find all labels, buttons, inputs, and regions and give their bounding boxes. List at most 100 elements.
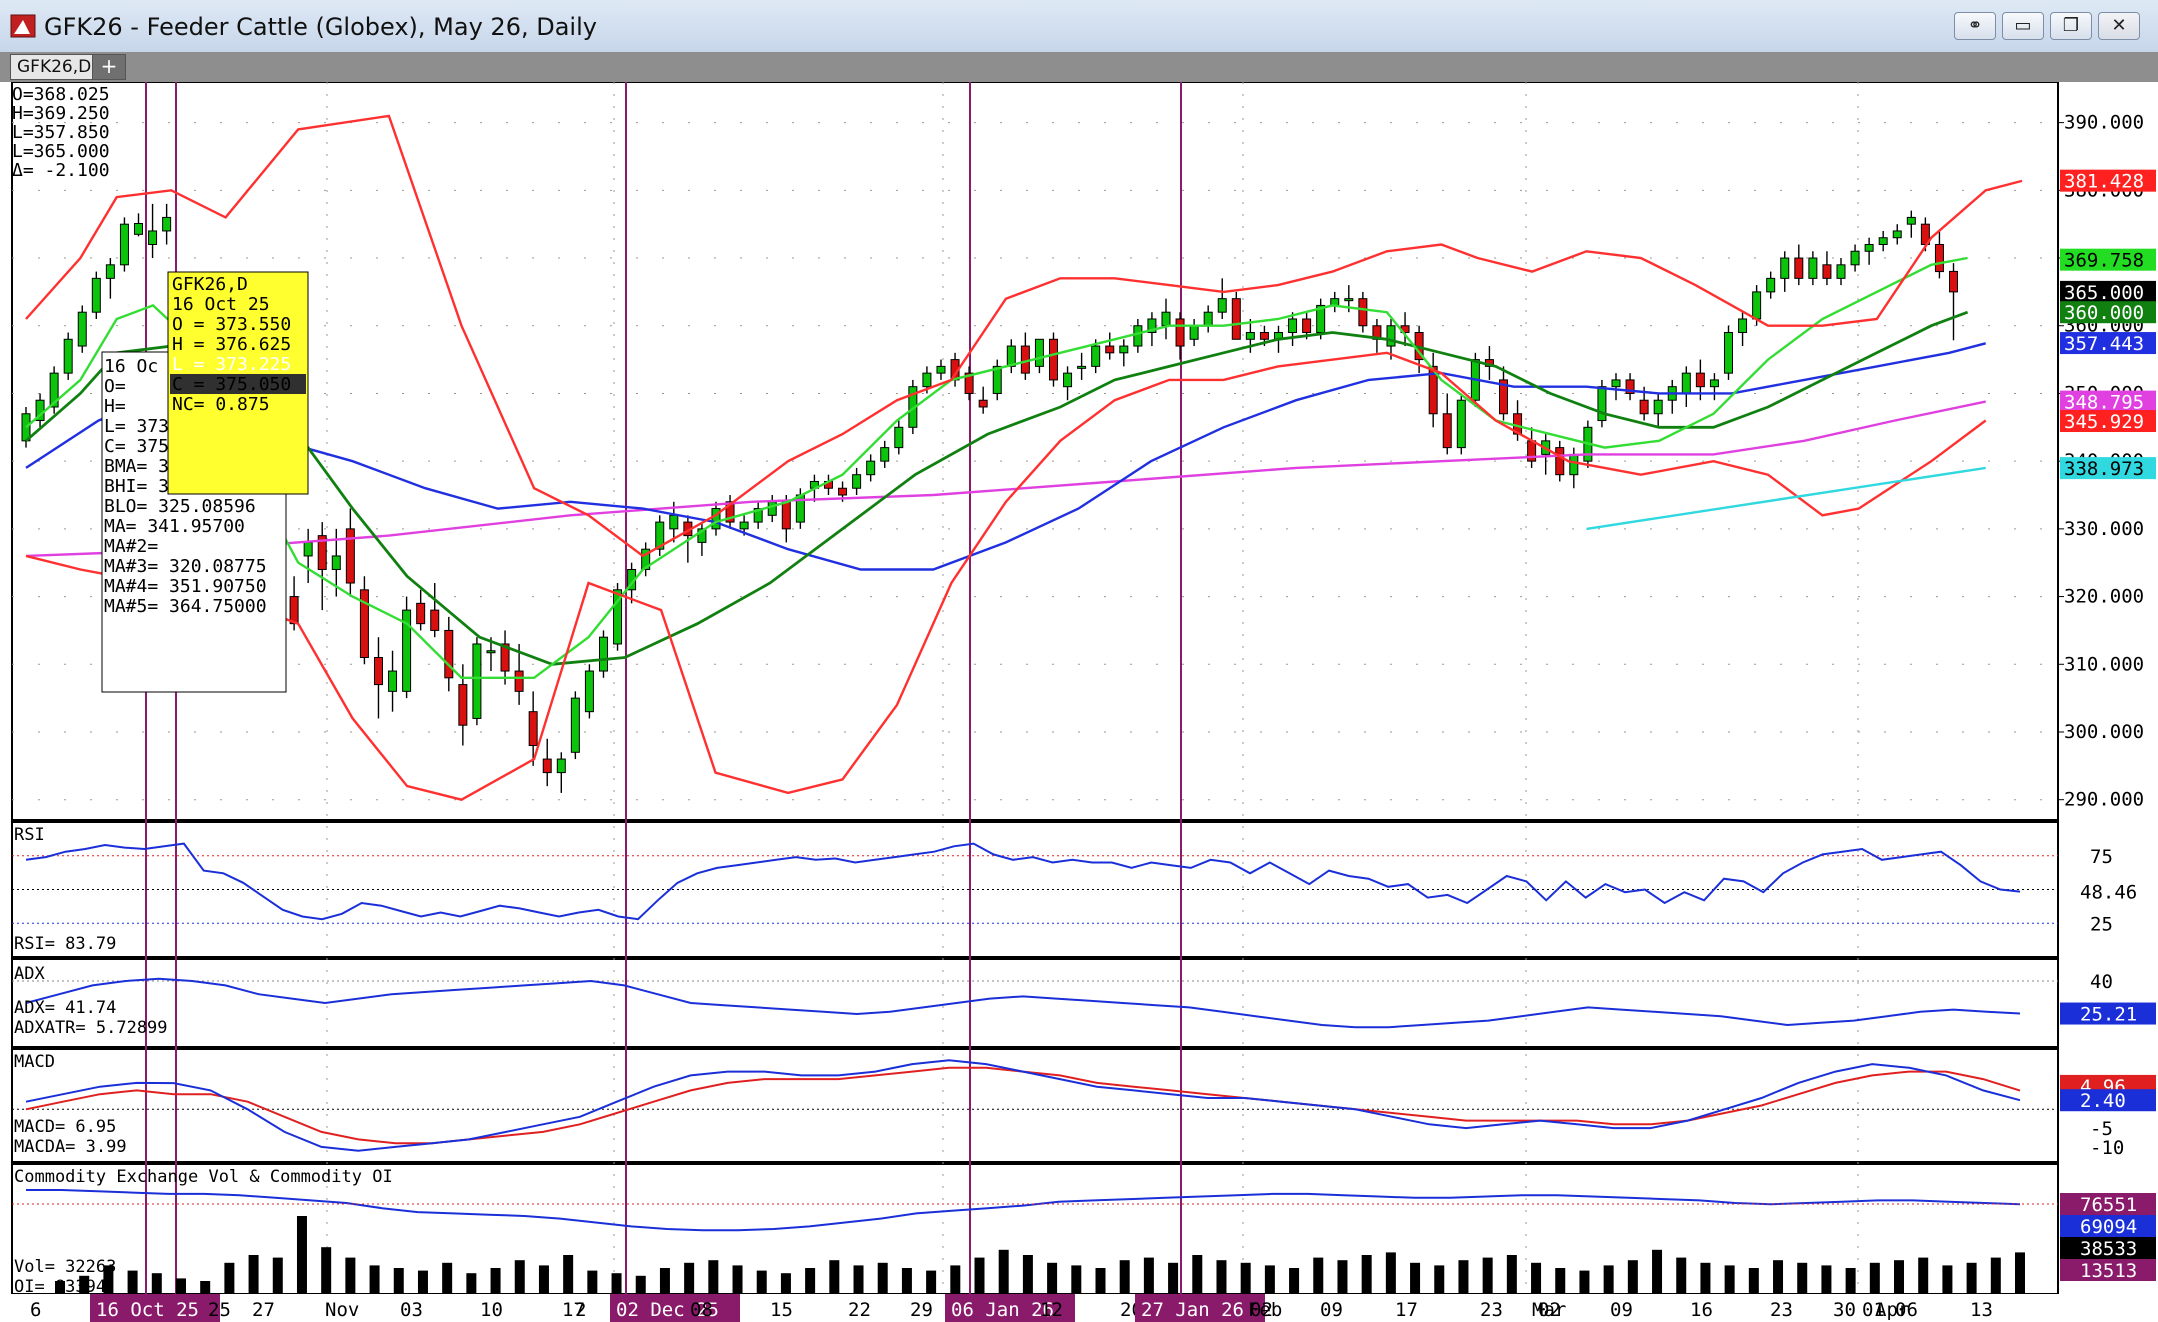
maximize-button[interactable]: ❐: [2050, 12, 2092, 40]
price-badge-label: 357.443: [2064, 333, 2144, 355]
date-label: 2: [575, 1299, 586, 1321]
candle-body: [1723, 332, 1733, 374]
ma-short-line: [25, 256, 1968, 679]
volume-bar: [1168, 1262, 1179, 1294]
macd-readout: MACD= 6.95: [14, 1117, 116, 1137]
date-label: 6: [30, 1299, 41, 1321]
volume-bar: [1894, 1260, 1905, 1294]
volume-bar: [950, 1265, 961, 1294]
volume-bar: [224, 1262, 235, 1294]
candle-body: [1611, 379, 1621, 388]
candle-body: [1625, 379, 1635, 394]
candle-body: [303, 541, 313, 557]
candle-body: [1203, 311, 1213, 327]
date-label: 02: [1250, 1299, 1273, 1321]
candle-body: [1147, 318, 1157, 334]
price-badge: [2060, 457, 2156, 480]
candle-body: [542, 758, 552, 774]
candle-body: [528, 711, 538, 747]
volume-bar: [1192, 1255, 1203, 1294]
volume-bar: [1385, 1252, 1396, 1294]
candle-body: [1906, 216, 1916, 225]
add-tab-button[interactable]: +: [92, 54, 126, 80]
rsi-title: RSI: [14, 825, 45, 845]
price-badge-label: 345.929: [2064, 411, 2144, 433]
volume-bar: [563, 1255, 574, 1294]
tooltip-white-line: O=: [104, 376, 126, 397]
candle-body: [1020, 345, 1030, 374]
candle-body: [373, 657, 383, 686]
candle-body: [711, 508, 721, 530]
tab-gfk26[interactable]: GFK26,D: [10, 54, 99, 80]
macd-line: [25, 1059, 2021, 1152]
candle-body: [894, 426, 904, 449]
adx-badge: 25.21: [2080, 1004, 2137, 1026]
volume-bar: [611, 1273, 622, 1294]
tooltip-white-line: MA#3= 320.08775: [104, 556, 267, 577]
volume-bar: [708, 1260, 719, 1294]
macd-readout: MACDA= 3.99: [14, 1137, 127, 1157]
date-label: Mar: [1532, 1299, 1566, 1321]
candle-body: [1161, 311, 1171, 327]
volume-badge: 38533: [2080, 1238, 2137, 1260]
date-marker-badge: [90, 1294, 220, 1322]
candle-body: [1189, 325, 1199, 340]
candle-body: [317, 535, 327, 570]
volume-bar: [345, 1257, 356, 1294]
volume-bar: [1482, 1257, 1493, 1294]
date-label: 17: [1395, 1299, 1418, 1321]
macd-frame: [11, 1048, 2059, 1163]
volume-bar: [732, 1265, 743, 1294]
volume-bar: [248, 1255, 259, 1294]
volume-bar: [1531, 1262, 1542, 1294]
date-label: Feb: [1248, 1299, 1282, 1321]
volume-bar: [514, 1260, 525, 1294]
volume-bar: [272, 1257, 283, 1294]
candle-body: [1681, 372, 1691, 394]
candle-body: [1569, 453, 1579, 476]
candle-body: [556, 758, 566, 774]
candle-body: [1892, 230, 1902, 239]
date-label: 25: [208, 1299, 231, 1321]
ohlc-readout: O=368.025: [12, 84, 110, 105]
date-label: 16: [1690, 1299, 1713, 1321]
volume-bar: [1555, 1268, 1566, 1294]
price-badge: [2060, 280, 2156, 303]
volume-bar: [1845, 1268, 1856, 1294]
volume-bar: [901, 1268, 912, 1294]
volume-bar: [829, 1260, 840, 1294]
price-panel: [21, 114, 2023, 801]
volume-badge-bg: [2060, 1237, 2156, 1259]
candle-body: [21, 413, 31, 442]
candle-body: [1766, 277, 1776, 293]
candle-body: [148, 230, 158, 245]
volume-bar: [877, 1262, 888, 1294]
close-button[interactable]: ✕: [2098, 12, 2140, 40]
volume-bar: [1627, 1260, 1638, 1294]
volume-bar: [321, 1247, 332, 1294]
volume-bar: [1506, 1255, 1517, 1294]
candle-body: [331, 555, 341, 570]
tooltip-white-line: MA#4= 351.90750: [104, 576, 267, 597]
volume-readout: Vol= 32263: [14, 1257, 116, 1277]
volume-bar: [296, 1216, 307, 1294]
candle-body: [162, 216, 172, 232]
minimize-button[interactable]: ▭: [2002, 12, 2044, 40]
volume-bar: [1143, 1257, 1154, 1294]
candle-body: [880, 447, 890, 462]
price-tick-label: 390.000: [2064, 112, 2144, 134]
adx-readout: ADXATR= 5.72899: [14, 1018, 168, 1038]
tab-bar: [0, 52, 2158, 82]
candle-body: [1442, 413, 1452, 449]
rsi-tick: 75: [2090, 846, 2113, 868]
candle-body: [1456, 399, 1466, 449]
rsi-badge-bg: [2060, 880, 2156, 903]
rsi-badge: 48.46: [2080, 882, 2137, 904]
link-icon[interactable]: ⚭: [1954, 12, 1996, 40]
date-label: 22: [848, 1299, 871, 1321]
candle-body: [1822, 264, 1832, 279]
volume-badge: 13513: [2080, 1260, 2137, 1282]
candle-body: [641, 548, 651, 570]
